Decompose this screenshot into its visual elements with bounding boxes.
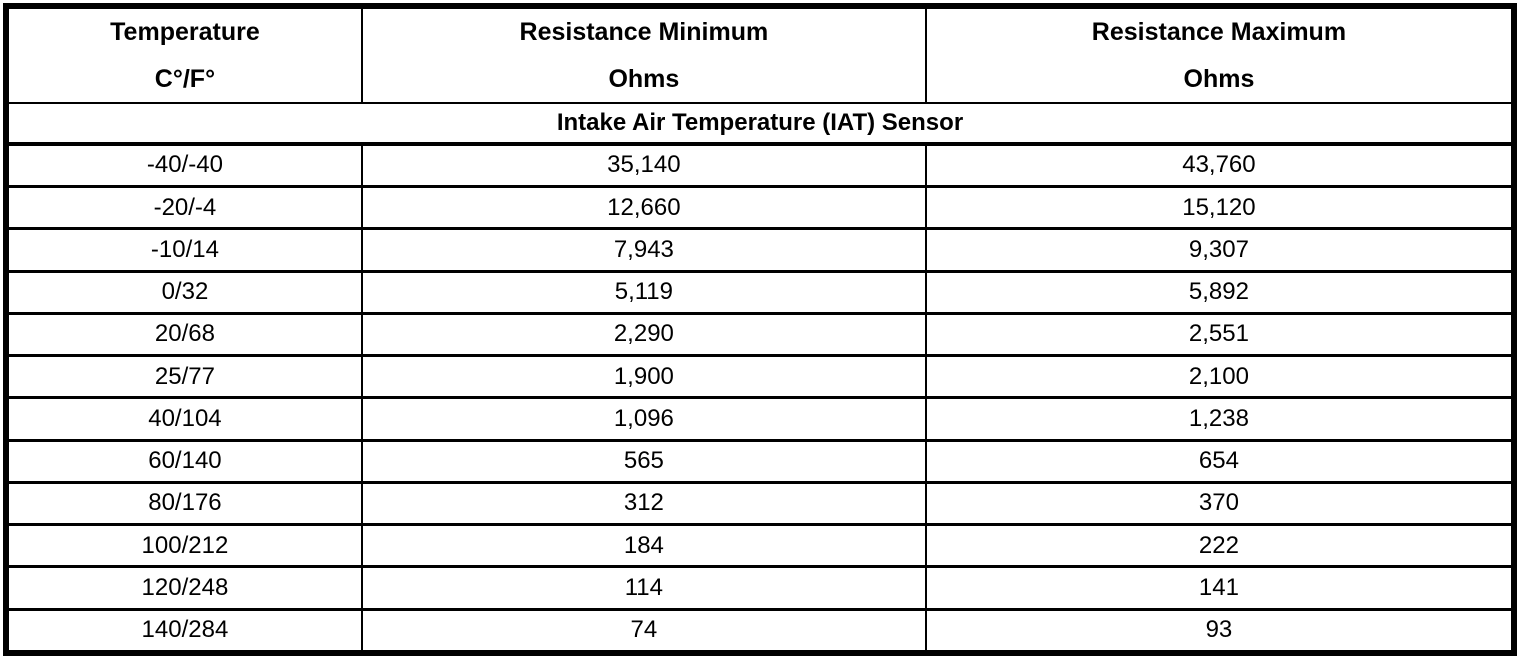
- cell-resistance-min: 114: [360, 565, 927, 611]
- cell-temperature: 80/176: [5, 480, 363, 527]
- cell-resistance-min: 7,943: [360, 227, 927, 273]
- table-row: 140/284 74 93: [5, 607, 1516, 655]
- column-unit: C°/F°: [154, 65, 216, 93]
- cell-resistance-max: 370: [924, 480, 1516, 527]
- cell-resistance-max: 43,760: [924, 142, 1516, 189]
- table-row: 100/212 184 222: [5, 523, 1516, 569]
- cell-resistance-max: 15,120: [924, 185, 1516, 231]
- cell-resistance-max: 2,100: [924, 354, 1516, 400]
- cell-resistance-min: 1,900: [360, 354, 927, 400]
- column-header-resistance-minimum: Resistance Minimum Ohms: [360, 5, 927, 104]
- cell-resistance-max: 5,892: [924, 269, 1516, 315]
- cell-resistance-max: 2,551: [924, 311, 1516, 358]
- cell-temperature: -10/14: [5, 227, 363, 273]
- cell-resistance-max: 654: [924, 438, 1516, 484]
- cell-resistance-min: 12,660: [360, 185, 927, 231]
- table-row: 80/176 312 370: [5, 480, 1516, 527]
- table-row: -40/-40 35,140 43,760: [5, 142, 1516, 189]
- table-row: 60/140 565 654: [5, 438, 1516, 484]
- cell-resistance-min: 2,290: [360, 311, 927, 358]
- iat-sensor-resistance-table: Temperature C°/F° Resistance Minimum Ohm…: [3, 3, 1517, 656]
- cell-temperature: 140/284: [5, 607, 363, 655]
- cell-resistance-max: 93: [924, 607, 1516, 655]
- column-header-resistance-maximum: Resistance Maximum Ohms: [924, 5, 1516, 104]
- column-unit: Ohms: [1183, 65, 1255, 93]
- table-row: -20/-4 12,660 15,120: [5, 185, 1516, 231]
- cell-resistance-min: 74: [360, 607, 927, 655]
- section-title: Intake Air Temperature (IAT) Sensor: [5, 101, 1515, 146]
- cell-temperature: 60/140: [5, 438, 363, 484]
- cell-temperature: 100/212: [5, 523, 363, 569]
- cell-resistance-max: 141: [924, 565, 1516, 611]
- cell-resistance-min: 312: [360, 480, 927, 527]
- table-row: -10/14 7,943 9,307: [5, 227, 1516, 273]
- cell-temperature: 20/68: [5, 311, 363, 358]
- cell-resistance-min: 35,140: [360, 142, 927, 189]
- table-row: 120/248 114 141: [5, 565, 1516, 611]
- cell-temperature: 120/248: [5, 565, 363, 611]
- table-row: 40/104 1,096 1,238: [5, 396, 1516, 442]
- cell-resistance-max: 222: [924, 523, 1516, 569]
- cell-temperature: 0/32: [5, 269, 363, 315]
- cell-resistance-min: 5,119: [360, 269, 927, 315]
- column-unit: Ohms: [608, 65, 680, 93]
- column-title: Resistance Minimum: [519, 18, 769, 46]
- cell-temperature: 40/104: [5, 396, 363, 442]
- column-title: Resistance Maximum: [1091, 18, 1347, 46]
- table-row: 20/68 2,290 2,551: [5, 311, 1516, 358]
- table-header-row: Temperature C°/F° Resistance Minimum Ohm…: [5, 5, 1516, 104]
- cell-resistance-min: 184: [360, 523, 927, 569]
- cell-resistance-max: 9,307: [924, 227, 1516, 273]
- cell-resistance-max: 1,238: [924, 396, 1516, 442]
- cell-temperature: -40/-40: [5, 142, 363, 189]
- table-section-row: Intake Air Temperature (IAT) Sensor: [5, 101, 1515, 146]
- cell-temperature: 25/77: [5, 354, 363, 400]
- cell-resistance-min: 1,096: [360, 396, 927, 442]
- column-header-temperature: Temperature C°/F°: [5, 5, 363, 104]
- cell-resistance-min: 565: [360, 438, 927, 484]
- cell-temperature: -20/-4: [5, 185, 363, 231]
- table-row: 0/32 5,119 5,892: [5, 269, 1516, 315]
- column-title: Temperature: [110, 18, 260, 46]
- table-row: 25/77 1,900 2,100: [5, 354, 1516, 400]
